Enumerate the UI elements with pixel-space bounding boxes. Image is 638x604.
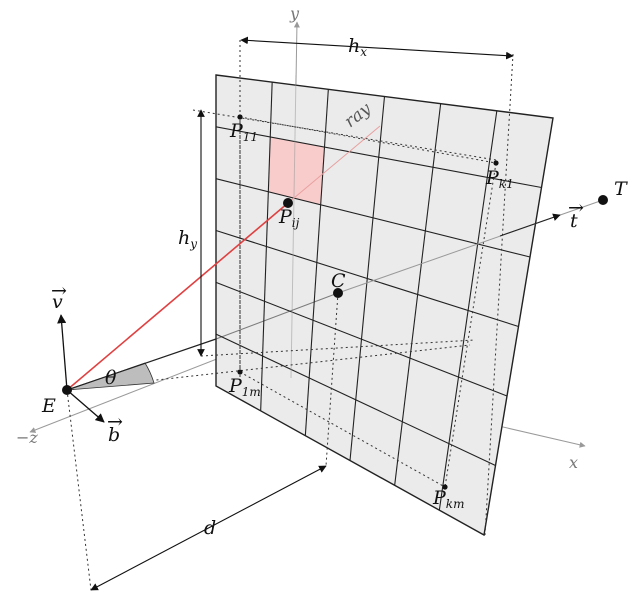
- grid-row-line: [215, 281, 508, 397]
- camera-drop: [66, 389, 92, 591]
- highlighted-pixel-cell: [268, 136, 325, 205]
- label-v-arrow: →: [51, 280, 67, 302]
- label-b-arrow: →: [107, 411, 123, 433]
- axes-through-plane: [290, 74, 297, 379]
- pixel-grid: [215, 82, 542, 511]
- label-axis-negz: −z: [16, 428, 38, 447]
- grid-row-line: [215, 229, 519, 328]
- point-Pij: [283, 198, 293, 208]
- grid-row-line: [215, 333, 496, 466]
- label-P1m: P1m: [228, 375, 261, 399]
- image-plane-surface: [216, 75, 553, 535]
- y-axis-through: [290, 74, 297, 379]
- point-P1m: [237, 369, 243, 375]
- label-t: t: [570, 210, 578, 232]
- point-P11: [237, 114, 243, 120]
- dotted-guides: [66, 40, 514, 591]
- label-P11: P11: [229, 120, 258, 144]
- label-T: T: [614, 178, 628, 200]
- camera-basis: [57, 314, 105, 423]
- image-plane: [215, 74, 554, 537]
- grid-row-line: [215, 126, 542, 189]
- camera-rays: [66, 125, 604, 391]
- point-C: [333, 288, 343, 298]
- label-v: v: [52, 291, 63, 313]
- label-t-arrow: →: [568, 197, 584, 219]
- d-dimension: [90, 465, 327, 591]
- label-Pij: Pij: [278, 206, 300, 230]
- label-axis-y: y: [289, 4, 300, 23]
- dimensions: [90, 36, 514, 591]
- v-vector: [57, 314, 68, 391]
- point-Pkm: [442, 484, 448, 490]
- view-axis-behind: [215, 292, 339, 340]
- center-drop: [325, 292, 339, 467]
- hx-dimension: [240, 36, 514, 60]
- label-theta: θ: [105, 367, 117, 389]
- view-axis-front: [66, 338, 217, 391]
- hx-guide-right: [484, 53, 514, 536]
- row1-guide: [239, 116, 497, 164]
- label-hx: hx: [348, 35, 367, 59]
- hy-guide-top: [192, 109, 497, 161]
- point-E: [62, 385, 72, 395]
- label-E: E: [41, 395, 56, 417]
- label-d: d: [204, 517, 216, 539]
- label-Pkm: Pkm: [432, 487, 464, 511]
- hy-guide-bottom: [200, 339, 476, 357]
- label-b: b: [108, 424, 120, 446]
- point-T: [598, 195, 608, 205]
- point-Pk1: [493, 160, 499, 166]
- label-Pk1: Pk1: [485, 167, 514, 191]
- label-axis-x: x: [569, 453, 578, 472]
- ray-to-pixel: [66, 202, 289, 391]
- points: [62, 114, 608, 490]
- label-C: C: [331, 270, 346, 292]
- b-vector: [66, 389, 105, 423]
- image-plane-border: [215, 74, 554, 537]
- t-vector-arrow: [499, 213, 561, 237]
- label-hy: hy: [178, 227, 197, 251]
- ray-extension: [287, 125, 381, 204]
- rowm-guide: [239, 371, 446, 488]
